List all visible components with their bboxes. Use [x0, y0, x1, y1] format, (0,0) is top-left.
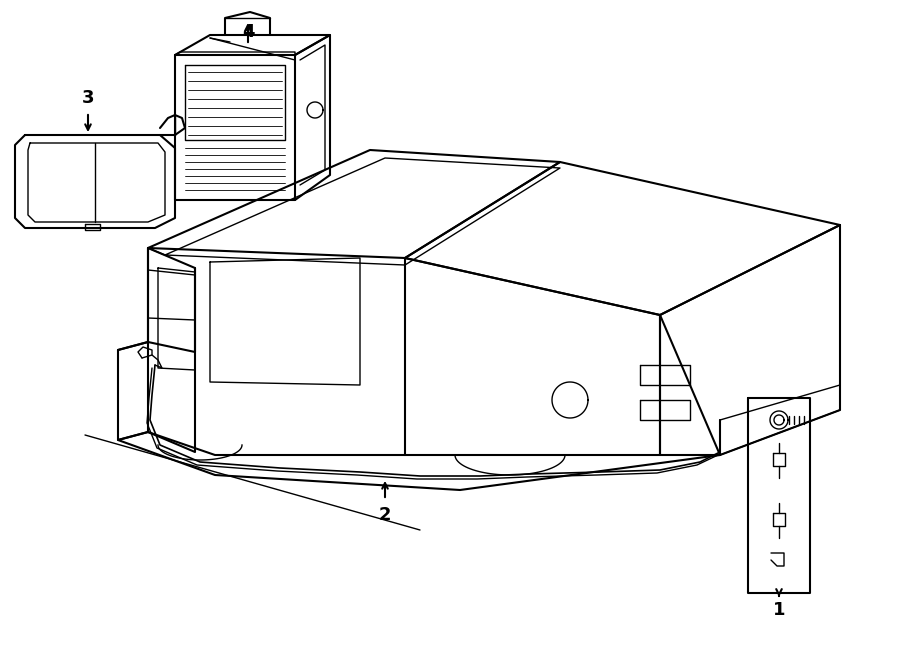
Text: 1: 1 — [773, 601, 785, 619]
Text: 2: 2 — [379, 506, 392, 524]
Text: 4: 4 — [242, 23, 254, 41]
Text: 3: 3 — [82, 89, 94, 107]
